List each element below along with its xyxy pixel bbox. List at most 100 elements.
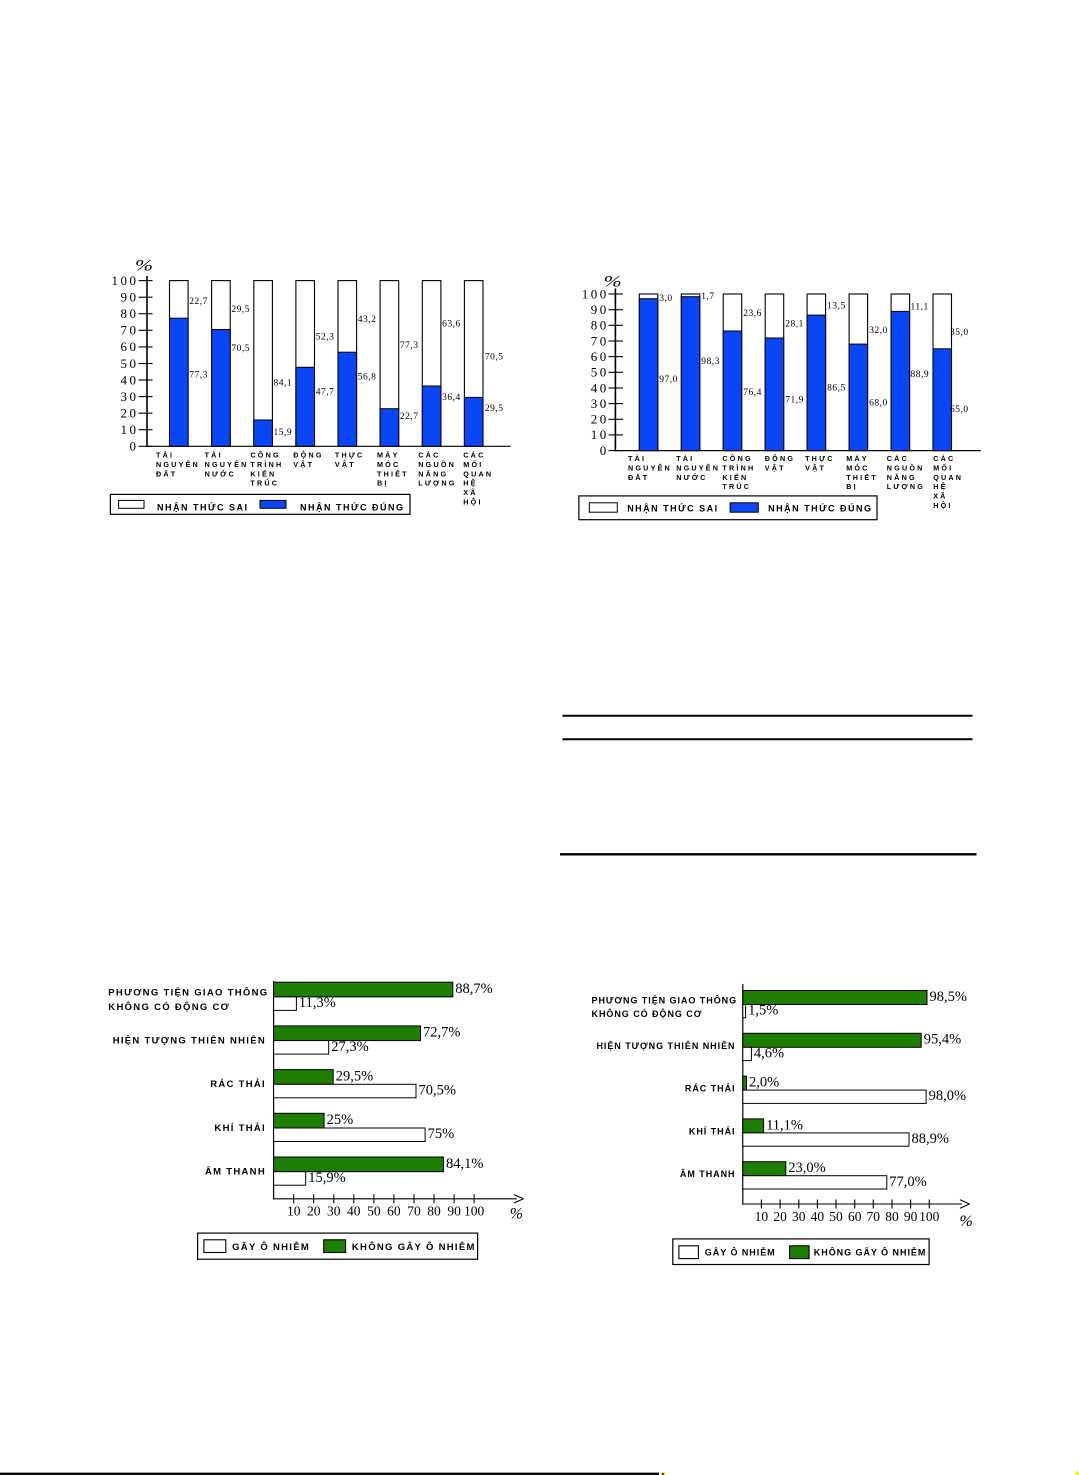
svg-text:63,6: 63,6	[442, 319, 461, 329]
svg-text:88,7%: 88,7%	[455, 981, 492, 997]
svg-text:KHÔNG CÓ ĐỘNG CƠ: KHÔNG CÓ ĐỘNG CƠ	[108, 1001, 230, 1013]
svg-text:70: 70	[591, 333, 609, 348]
svg-text:84,1: 84,1	[274, 379, 293, 389]
svg-text:36,4: 36,4	[442, 393, 461, 403]
svg-text:100: 100	[582, 286, 609, 301]
svg-text:47,7: 47,7	[316, 387, 335, 397]
svg-text:GÂY Ô NHIỄM: GÂY Ô NHIỄM	[705, 1247, 776, 1258]
svg-text:97,0: 97,0	[659, 375, 678, 385]
svg-text:20: 20	[591, 412, 609, 427]
svg-text:HIỆN TƯỢNG THIÊN NHIÊN: HIỆN TƯỢNG THIÊN NHIÊN	[596, 1040, 735, 1051]
svg-text:ĐỘNG: ĐỘNG	[293, 451, 323, 460]
svg-text:22,7: 22,7	[400, 412, 419, 422]
svg-text:28,1: 28,1	[785, 320, 804, 330]
svg-text:KHÔNG GÂY Ô NHIỄM: KHÔNG GÂY Ô NHIỄM	[814, 1247, 927, 1258]
svg-text:22,7: 22,7	[189, 297, 208, 307]
svg-text:NGUYÊN: NGUYÊN	[156, 460, 200, 469]
svg-text:MÁY: MÁY	[846, 454, 869, 463]
svg-text:90: 90	[447, 1204, 461, 1219]
svg-text:76,4: 76,4	[743, 388, 762, 398]
svg-text:10: 10	[755, 1209, 769, 1224]
svg-text:HIỆN TƯỢNG THIÊN NHIÊN: HIỆN TƯỢNG THIÊN NHIÊN	[113, 1034, 266, 1046]
svg-text:1,5%: 1,5%	[748, 1003, 778, 1019]
svg-text:70,5: 70,5	[231, 344, 250, 354]
svg-text:HỘI: HỘI	[933, 501, 952, 510]
svg-text:23,6: 23,6	[743, 309, 762, 319]
svg-text:LƯỢNG: LƯỢNG	[418, 479, 456, 488]
svg-text:100: 100	[919, 1209, 940, 1224]
svg-text:50: 50	[121, 356, 139, 371]
svg-text:THỰC: THỰC	[805, 454, 835, 463]
svg-text:20: 20	[773, 1209, 787, 1224]
svg-text:30: 30	[327, 1204, 341, 1219]
svg-text:NHẬN THỨC SAI: NHẬN THỨC SAI	[627, 503, 718, 514]
svg-text:PHƯƠNG TIỆN GIAO THÔNG: PHƯƠNG TIỆN GIAO THÔNG	[592, 994, 738, 1005]
svg-text:88,9%: 88,9%	[912, 1131, 949, 1147]
svg-text:MÁY: MÁY	[377, 451, 400, 460]
svg-text:0: 0	[130, 439, 139, 454]
svg-text:86,5: 86,5	[827, 384, 846, 394]
svg-text:CÁC: CÁC	[418, 451, 440, 460]
svg-text:2,0%: 2,0%	[749, 1075, 779, 1091]
svg-text:NĂNG: NĂNG	[887, 473, 917, 482]
svg-text:%: %	[604, 274, 622, 291]
svg-text:KHÔNG GÂY Ô NHIỄM: KHÔNG GÂY Ô NHIỄM	[352, 1241, 476, 1253]
svg-text:15,9: 15,9	[274, 428, 293, 438]
svg-text:PHƯƠNG TIỆN GIAO THÔNG: PHƯƠNG TIỆN GIAO THÔNG	[108, 987, 268, 999]
svg-text:XÃ: XÃ	[933, 492, 947, 501]
svg-text:30: 30	[121, 389, 139, 404]
svg-text:THIẾT: THIẾT	[377, 468, 409, 478]
svg-text:23,0%: 23,0%	[788, 1160, 825, 1176]
svg-text:NGUỒN: NGUỒN	[418, 459, 456, 469]
svg-text:13,5: 13,5	[827, 302, 846, 312]
svg-text:VẬT: VẬT	[805, 463, 826, 472]
svg-text:50: 50	[591, 365, 609, 380]
svg-text:65,0: 65,0	[950, 405, 969, 415]
svg-text:MỐI: MỐI	[463, 459, 483, 469]
svg-text:77,3: 77,3	[400, 341, 419, 351]
svg-text:GÂY Ô NHIỄM: GÂY Ô NHIỄM	[232, 1241, 310, 1253]
svg-text:ÂM THANH: ÂM THANH	[205, 1166, 266, 1178]
svg-text:NHẬN THỨC ĐÚNG: NHẬN THỨC ĐÚNG	[768, 503, 872, 514]
svg-text:VẬT: VẬT	[765, 463, 786, 472]
svg-text:ĐẤT: ĐẤT	[628, 472, 649, 482]
svg-text:32,0: 32,0	[869, 326, 888, 336]
svg-text:THIẾT: THIẾT	[846, 472, 878, 482]
svg-text:BỊ: BỊ	[846, 482, 858, 491]
svg-text:10: 10	[591, 427, 609, 442]
svg-text:LƯỢNG: LƯỢNG	[887, 482, 925, 491]
svg-text:%: %	[960, 1213, 973, 1230]
svg-text:THỰC: THỰC	[335, 451, 365, 460]
svg-text:10: 10	[287, 1204, 301, 1219]
svg-text:29,5: 29,5	[231, 305, 250, 315]
svg-text:90: 90	[904, 1209, 918, 1224]
svg-text:10: 10	[121, 422, 139, 437]
svg-text:TRÚC: TRÚC	[722, 482, 751, 491]
svg-text:29,5: 29,5	[485, 404, 504, 414]
svg-text:60: 60	[591, 349, 609, 364]
svg-text:72,7%: 72,7%	[423, 1025, 460, 1041]
svg-text:0: 0	[600, 443, 609, 458]
svg-text:ĐẤT: ĐẤT	[156, 468, 177, 478]
svg-text:20: 20	[307, 1204, 321, 1219]
svg-text:77,0%: 77,0%	[889, 1174, 926, 1190]
svg-text:TÀI: TÀI	[628, 454, 646, 463]
svg-text:95,4%: 95,4%	[924, 1032, 961, 1048]
svg-text:TRÌNH: TRÌNH	[722, 463, 755, 472]
svg-text:98,0%: 98,0%	[929, 1088, 966, 1104]
svg-text:11,3%: 11,3%	[299, 995, 336, 1011]
svg-text:NGUYÊN: NGUYÊN	[676, 463, 720, 472]
svg-text:RÁC THẢI: RÁC THẢI	[210, 1078, 266, 1090]
svg-text:11,1%: 11,1%	[766, 1117, 803, 1133]
svg-text:27,3%: 27,3%	[331, 1039, 368, 1055]
svg-text:100: 100	[464, 1204, 485, 1219]
svg-text:KHÍ THẢI: KHÍ THẢI	[214, 1122, 266, 1134]
svg-text:TÀI: TÀI	[205, 451, 223, 460]
svg-text:NGUYÊN: NGUYÊN	[205, 460, 249, 469]
svg-text:QUAN: QUAN	[933, 473, 963, 482]
svg-text:KIẾN: KIẾN	[250, 468, 276, 478]
svg-text:40: 40	[121, 372, 139, 387]
svg-text:70,5%: 70,5%	[419, 1083, 456, 1099]
svg-text:CÔNG: CÔNG	[250, 451, 280, 460]
svg-text:100: 100	[112, 273, 139, 288]
